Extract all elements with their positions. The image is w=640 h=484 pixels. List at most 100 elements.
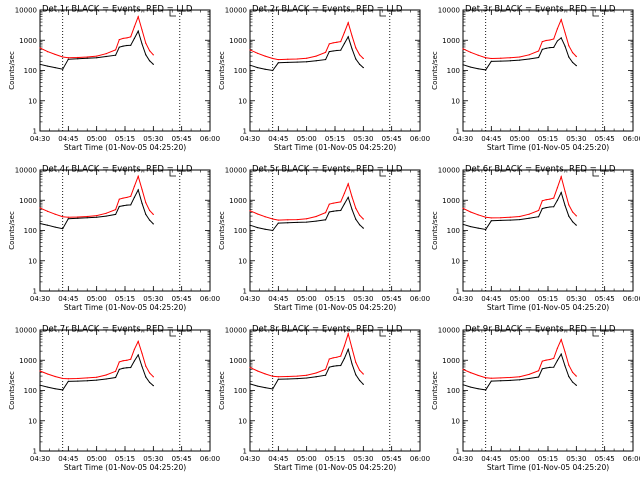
chart-title: Det 4r BLACK = Events, RED = LLD <box>42 165 193 175</box>
data-point <box>347 196 349 198</box>
data-point <box>477 214 479 216</box>
y-tick-label: 100 <box>24 67 37 75</box>
x-tick-label: 06:00 <box>623 455 640 463</box>
data-point <box>362 227 364 229</box>
data-point <box>46 224 49 226</box>
y-axis-label: Counts/sec <box>8 211 16 250</box>
series-line <box>462 338 577 379</box>
data-point <box>306 218 308 220</box>
data-point <box>485 228 487 231</box>
data-point <box>296 377 298 380</box>
data-point <box>500 380 502 382</box>
data-point <box>272 57 274 60</box>
data-point <box>86 56 88 58</box>
data-point <box>272 388 274 390</box>
data-point <box>564 204 566 206</box>
data-point <box>126 196 128 199</box>
data-point <box>118 205 120 208</box>
data-point <box>306 377 308 379</box>
series-line <box>39 340 154 380</box>
data-point <box>347 183 349 185</box>
data-point <box>62 68 64 70</box>
x-tick-label: 05:30 <box>143 135 163 143</box>
y-tick-label: 10 <box>238 417 247 425</box>
data-point <box>133 37 136 40</box>
data-point <box>137 354 139 356</box>
data-point <box>145 54 147 56</box>
data-point <box>541 48 543 50</box>
data-point <box>141 188 143 190</box>
data-point <box>528 377 530 380</box>
data-point <box>96 216 98 218</box>
data-point <box>347 36 349 38</box>
data-point <box>86 57 88 59</box>
data-point <box>477 227 479 229</box>
x-tick-label: 05:00 <box>510 455 530 463</box>
data-point <box>537 216 540 218</box>
x-tick-label: 05:30 <box>566 135 586 143</box>
data-point <box>324 368 327 370</box>
chart-panel: Det 7r BLACK = Events, RED = LLD 1 10 100 10… <box>8 325 220 473</box>
data-point <box>118 361 120 363</box>
data-point <box>362 66 364 69</box>
y-tick-label: 100 <box>234 67 247 75</box>
data-point <box>519 59 521 61</box>
data-point <box>490 377 492 379</box>
data-point <box>553 357 555 360</box>
data-point <box>264 55 266 57</box>
x-tick-label: 04:30 <box>240 295 260 303</box>
range-marker <box>169 10 176 17</box>
data-point <box>54 213 56 215</box>
data-point <box>264 216 266 218</box>
x-axis-label: Start Time (01-Nov-05 04:25:20) <box>274 303 396 312</box>
x-tick-label: 05:45 <box>172 135 192 143</box>
chart-title: Det 6r BLACK = Events, RED = LLD <box>465 165 616 175</box>
data-point <box>67 216 69 218</box>
data-point <box>122 205 124 207</box>
data-point <box>340 209 342 212</box>
data-point <box>264 373 266 375</box>
data-point <box>340 364 342 367</box>
data-point <box>500 217 502 219</box>
data-point <box>355 47 357 49</box>
series-line <box>39 174 154 218</box>
data-point <box>332 202 334 204</box>
data-point <box>568 204 570 206</box>
data-point <box>355 58 357 60</box>
range-marker <box>592 330 599 337</box>
y-tick-label: 10000 <box>225 7 247 15</box>
data-point <box>114 54 117 56</box>
data-point <box>152 63 154 65</box>
data-point <box>541 207 543 210</box>
data-point <box>133 360 136 362</box>
data-point <box>148 372 151 374</box>
data-point <box>256 66 259 69</box>
data-point <box>133 196 136 198</box>
data-point <box>362 373 364 375</box>
data-point <box>256 385 259 387</box>
data-point <box>126 367 128 369</box>
data-point <box>556 28 559 30</box>
data-point <box>571 52 574 54</box>
x-tick-label: 06:00 <box>410 295 430 303</box>
data-point <box>528 58 530 60</box>
data-point <box>277 219 279 221</box>
data-point <box>287 375 289 378</box>
data-point <box>77 377 79 380</box>
data-point <box>358 214 361 216</box>
data-point <box>336 201 338 204</box>
data-point <box>54 388 56 390</box>
data-point <box>553 197 555 199</box>
data-point <box>355 218 357 220</box>
data-point <box>575 215 577 217</box>
data-point <box>332 210 334 212</box>
data-point <box>564 190 566 192</box>
data-point <box>118 198 120 200</box>
data-point <box>553 38 555 40</box>
x-tick-label: 06:00 <box>623 295 640 303</box>
data-point <box>118 39 120 41</box>
data-point <box>256 226 259 229</box>
data-point <box>351 196 353 198</box>
data-point <box>490 220 492 222</box>
data-point <box>287 222 289 224</box>
